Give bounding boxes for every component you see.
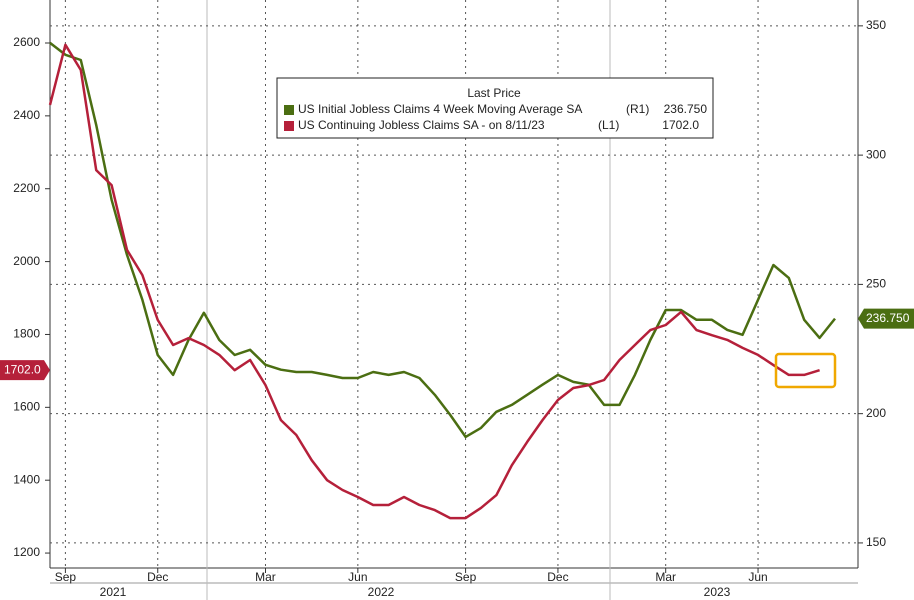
last-value-label: 1702.0: [4, 362, 41, 376]
series-line: [48, 43, 820, 520]
y-tick-label: 1200: [13, 545, 40, 559]
x-tick-label: Dec: [547, 570, 568, 584]
x-tick-label: Jun: [348, 570, 367, 584]
x-tick-label: Dec: [147, 570, 168, 584]
y-tick-label: 2000: [13, 254, 40, 268]
y-tick-label: 2600: [13, 35, 40, 49]
y-tick-label: 1600: [13, 399, 40, 413]
legend-title: Last Price: [467, 86, 521, 100]
x-tick-label: Sep: [455, 570, 477, 584]
y2-tick-label: 150: [866, 535, 886, 549]
x-tick-label: Mar: [255, 570, 276, 584]
year-label: 2023: [704, 585, 731, 599]
x-tick-label: Mar: [655, 570, 676, 584]
y2-tick-label: 200: [866, 406, 886, 420]
last-value-tag: [858, 308, 914, 329]
x-tick-label: Jun: [748, 570, 767, 584]
legend-swatch: [284, 105, 294, 115]
x-tick-label: Sep: [55, 570, 77, 584]
highlight-box: [774, 352, 837, 389]
year-label: 2022: [368, 585, 395, 599]
y-tick-label: 2400: [13, 108, 40, 122]
y2-tick-label: 350: [866, 18, 886, 32]
legend-value: 1702.0: [662, 118, 699, 132]
y-tick-label: 1800: [13, 327, 40, 341]
last-value-tag: [0, 360, 50, 381]
series-line: [49, 41, 836, 439]
legend: Last Price US Initial Jobless Claims 4 W…: [276, 77, 714, 139]
legend-tag: (L1): [598, 118, 619, 132]
y-tick-label: 1400: [13, 472, 40, 486]
y2-tick-label: 250: [866, 277, 886, 291]
legend-swatch: [284, 121, 294, 131]
y2-tick-label: 300: [866, 147, 886, 161]
y-tick-label: 2200: [13, 181, 40, 195]
legend-value: 236.750: [664, 102, 708, 116]
last-value-label: 236.750: [866, 311, 910, 325]
year-label: 2021: [100, 585, 127, 599]
legend-box: [276, 77, 714, 139]
legend-label: US Continuing Jobless Claims SA - on 8/1…: [298, 118, 545, 132]
legend-label: US Initial Jobless Claims 4 Week Moving …: [298, 102, 582, 116]
legend-tag: (R1): [626, 102, 649, 116]
